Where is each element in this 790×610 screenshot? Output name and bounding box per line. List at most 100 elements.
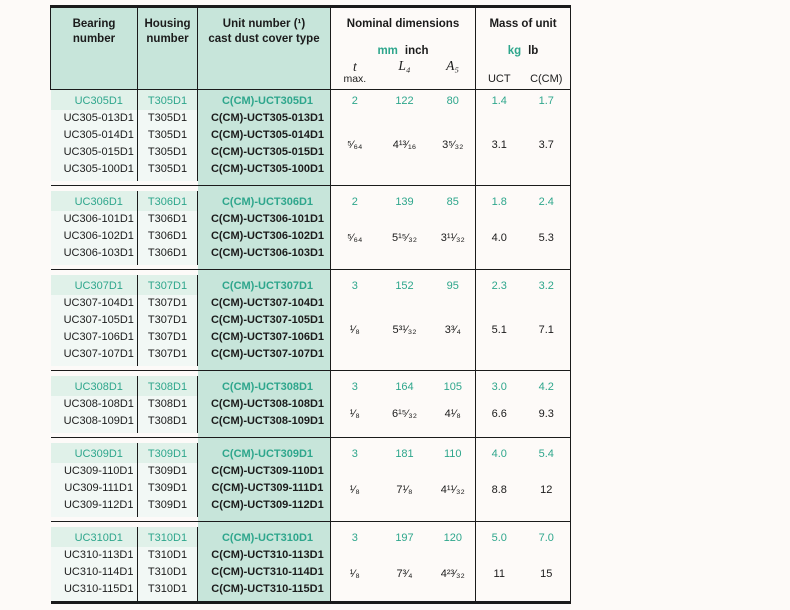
unit-cell: C(CM)-UCT308-108D1 — [197, 396, 331, 413]
a5-inch-cell: 3⁵⁄₃₂ — [430, 110, 477, 181]
mass-kg-uct-cell: 3.0 — [491, 381, 507, 393]
table-row: UC310-113D1 T310D1 C(CM)-UCT310-113D1 ¹⁄… — [50, 547, 572, 603]
housing-cell: T308D1 — [137, 376, 198, 396]
a5-inch-cell: 3¹¹⁄₃₂ — [430, 211, 477, 265]
bearing-cell: UC306-101D1 — [50, 211, 138, 228]
bearing-cell: UC309-110D1 — [50, 463, 138, 480]
unit-cell: C(CM)-UCT305-100D1 — [197, 161, 331, 181]
l4-mm-cell: 152 — [395, 280, 414, 292]
col-header-housing-number: Housing number — [137, 6, 198, 90]
mass-lb-uct-cell: 4.0 — [491, 231, 507, 244]
mass-lb-uct-cell: 3.1 — [491, 139, 507, 151]
housing-cell: T305D1 — [137, 89, 198, 110]
mass-lb-uct-cell: 6.6 — [491, 408, 507, 420]
col-header-ccm: C(CM) — [530, 73, 563, 85]
t-mm-cell: 2 — [351, 95, 358, 107]
table-row: UC310-114D1 T310D1 C(CM)-UCT310-114D1 — [50, 564, 571, 581]
l4-inch-cell: 5¹⁵⁄₃₂ — [392, 231, 417, 244]
bearing-cell: UC308-108D1 — [50, 396, 138, 413]
table-row: UC307D1 T307D1 C(CM)-UCT307D1 3 152 95 2… — [50, 275, 572, 295]
mass-kg-ccm-cell: 2.4 — [522, 191, 572, 211]
mass-kg-ccm-cell: 3.2 — [522, 275, 572, 295]
t-inch-cell: ¹⁄₈ — [349, 483, 360, 496]
housing-cell: T307D1 — [137, 346, 198, 366]
bearing-cell: UC309-112D1 — [50, 497, 138, 517]
mass-kg-ccm-cell: 5.4 — [522, 443, 572, 463]
mass-kg-ccm-cell: 7.0 — [522, 527, 572, 547]
table-row: UC306-101D1 T306D1 C(CM)-UCT306-101D1 ⁵⁄… — [50, 211, 572, 265]
bearing-cell: UC310-115D1 — [50, 581, 138, 603]
a5-inch-cell: 4²³⁄₃₂ — [430, 547, 477, 603]
housing-cell: T310D1 — [137, 527, 198, 547]
bearing-group-uc310: UC310D1 T310D1 C(CM)-UCT310D1 3 197 120 … — [50, 527, 572, 603]
a5-mm-cell: 85 — [430, 191, 477, 211]
table-row: UC309-110D1 T309D1 C(CM)-UCT309-110D1 ¹⁄… — [50, 463, 572, 517]
group-separator — [50, 181, 572, 191]
unit-cell: C(CM)-UCT305D1 — [197, 89, 331, 110]
housing-cell: T310D1 — [137, 581, 198, 603]
a5-inch-cell: 3³⁄₄ — [430, 295, 477, 366]
bearing-cell: UC309-111D1 — [50, 480, 138, 497]
t-mm-cell: 3 — [351, 448, 358, 460]
table-row: UC307-107D1 T307D1 C(CM)-UCT307-107D1 — [50, 346, 571, 366]
mass-lb-uct-cell: 8.8 — [491, 483, 507, 496]
table-row: UC308-109D1 T308D1 C(CM)-UCT308-109D1 — [50, 413, 571, 433]
unit-cell: C(CM)-UCT308-109D1 — [197, 413, 331, 433]
housing-cell: T309D1 — [137, 480, 198, 497]
bearing-units-table: Bearing number Housing number Unit numbe… — [50, 5, 572, 604]
t-mm-cell: 3 — [351, 280, 358, 292]
unit-cell: C(CM)-UCT310D1 — [197, 527, 331, 547]
group-separator — [50, 517, 572, 527]
l4-inch-cell: 4¹³⁄₁₆ — [392, 139, 417, 151]
housing-cell: T307D1 — [137, 275, 198, 295]
a5-mm-cell: 95 — [430, 275, 477, 295]
table-row: UC306D1 T306D1 C(CM)-UCT306D1 2 139 85 1… — [50, 191, 572, 211]
table-row: UC305-015D1 T305D1 C(CM)-UCT305-015D1 — [50, 144, 571, 161]
housing-cell: T305D1 — [137, 161, 198, 181]
housing-cell: T309D1 — [137, 443, 198, 463]
housing-cell: T310D1 — [137, 547, 198, 564]
unit-cell: C(CM)-UCT306-103D1 — [197, 245, 331, 265]
a5-inch-cell: 4¹⁄₈ — [430, 396, 477, 433]
mass-lb-ccm-cell: 15 — [522, 547, 572, 603]
mass-lb-ccm-cell: 7.1 — [522, 295, 572, 366]
bearing-cell: UC305-013D1 — [50, 110, 138, 127]
mass-kg-ccm-cell: 1.7 — [522, 89, 572, 110]
unit-mm-label: mm — [377, 45, 398, 57]
table-row: UC307-104D1 T307D1 C(CM)-UCT307-104D1 ¹⁄… — [50, 295, 572, 366]
col-group-mass-of-unit: Mass of unit kg lb UCT C(CM) — [475, 6, 572, 90]
housing-cell: T308D1 — [137, 413, 198, 433]
col-group-nominal-dimensions: Nominal dimensions mm inch t max. L₄ A₅ — [330, 6, 477, 90]
mass-kg-uct-cell: 4.0 — [491, 448, 507, 460]
unit-cell: C(CM)-UCT309D1 — [197, 443, 331, 463]
t-inch-cell: ⁵⁄₆₄ — [347, 139, 363, 151]
symbol-t: t — [352, 59, 357, 74]
bearing-cell: UC308-109D1 — [50, 413, 138, 433]
unit-cell: C(CM)-UCT305-013D1 — [197, 110, 331, 127]
table-row: UC309-111D1 T309D1 C(CM)-UCT309-111D1 — [50, 480, 571, 497]
bearing-cell: UC305-100D1 — [50, 161, 138, 181]
group-separator — [50, 433, 572, 443]
housing-cell: T305D1 — [137, 127, 198, 144]
l4-inch-cell: 7³⁄₄ — [396, 567, 413, 580]
unit-cell: C(CM)-UCT307-105D1 — [197, 312, 331, 329]
table-row: UC306-102D1 T306D1 C(CM)-UCT306-102D1 — [50, 228, 571, 245]
unit-cell: C(CM)-UCT306-102D1 — [197, 228, 331, 245]
mass-kg-uct-cell: 2.3 — [491, 280, 507, 292]
l4-mm-cell: 139 — [395, 196, 414, 208]
col-header-bearing-number: Bearing number — [50, 6, 138, 90]
unit-cell: C(CM)-UCT308D1 — [197, 376, 331, 396]
mass-kg-uct-cell: 1.8 — [491, 196, 507, 208]
bearing-cell: UC307-105D1 — [50, 312, 138, 329]
unit-cell: C(CM)-UCT310-113D1 — [197, 547, 331, 564]
col-header-unit-number: Unit number (¹) cast dust cover type — [197, 6, 331, 90]
l4-mm-cell: 164 — [395, 381, 414, 393]
unit-cell: C(CM)-UCT307-106D1 — [197, 329, 331, 346]
t-inch-cell: ¹⁄₈ — [349, 324, 360, 336]
table-row: UC307-105D1 T307D1 C(CM)-UCT307-105D1 — [50, 312, 571, 329]
t-mm-cell: 3 — [351, 532, 358, 544]
unit-cell: C(CM)-UCT307-107D1 — [197, 346, 331, 366]
a5-inch-cell: 4¹¹⁄₃₂ — [430, 463, 477, 517]
mass-kg-ccm-cell: 4.2 — [522, 376, 572, 396]
bearing-cell: UC310-114D1 — [50, 564, 138, 581]
